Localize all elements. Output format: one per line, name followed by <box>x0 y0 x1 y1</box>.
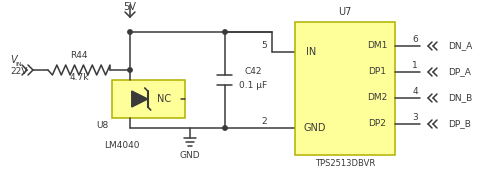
Text: DN_B: DN_B <box>448 93 472 102</box>
Text: DP2: DP2 <box>368 120 386 128</box>
Circle shape <box>128 68 132 72</box>
Text: NC: NC <box>158 94 172 104</box>
Text: TPS2513DBVR: TPS2513DBVR <box>315 159 375 168</box>
Text: IN: IN <box>306 47 316 57</box>
Text: 4: 4 <box>412 86 418 96</box>
Circle shape <box>128 30 132 34</box>
Text: DM2: DM2 <box>367 93 387 102</box>
Text: DP_A: DP_A <box>448 68 471 77</box>
Circle shape <box>223 30 227 34</box>
Text: DP_B: DP_B <box>448 120 471 128</box>
Text: 3: 3 <box>412 112 418 121</box>
Text: R44: R44 <box>70 51 88 59</box>
Text: DN_A: DN_A <box>448 42 472 51</box>
Text: GND: GND <box>304 123 326 133</box>
Text: U7: U7 <box>338 7 352 17</box>
Polygon shape <box>132 91 148 107</box>
Text: DP1: DP1 <box>368 68 386 77</box>
Text: LM4040: LM4040 <box>104 140 140 149</box>
Text: 2: 2 <box>261 117 267 125</box>
Text: 1: 1 <box>412 61 418 70</box>
Text: 6: 6 <box>412 34 418 43</box>
Text: U8: U8 <box>97 121 109 130</box>
Circle shape <box>223 126 227 130</box>
Text: C42: C42 <box>244 68 262 77</box>
Text: DM1: DM1 <box>367 42 387 51</box>
Text: 22V: 22V <box>10 68 27 77</box>
Bar <box>112 80 185 118</box>
Text: 4.7k: 4.7k <box>69 74 89 83</box>
Text: IN: IN <box>15 61 21 67</box>
Text: 5: 5 <box>261 40 267 49</box>
Text: 5V: 5V <box>124 2 136 12</box>
Text: 0.1 μF: 0.1 μF <box>239 80 267 90</box>
Bar <box>295 22 395 155</box>
Text: V: V <box>10 55 16 65</box>
Text: GND: GND <box>180 150 200 159</box>
